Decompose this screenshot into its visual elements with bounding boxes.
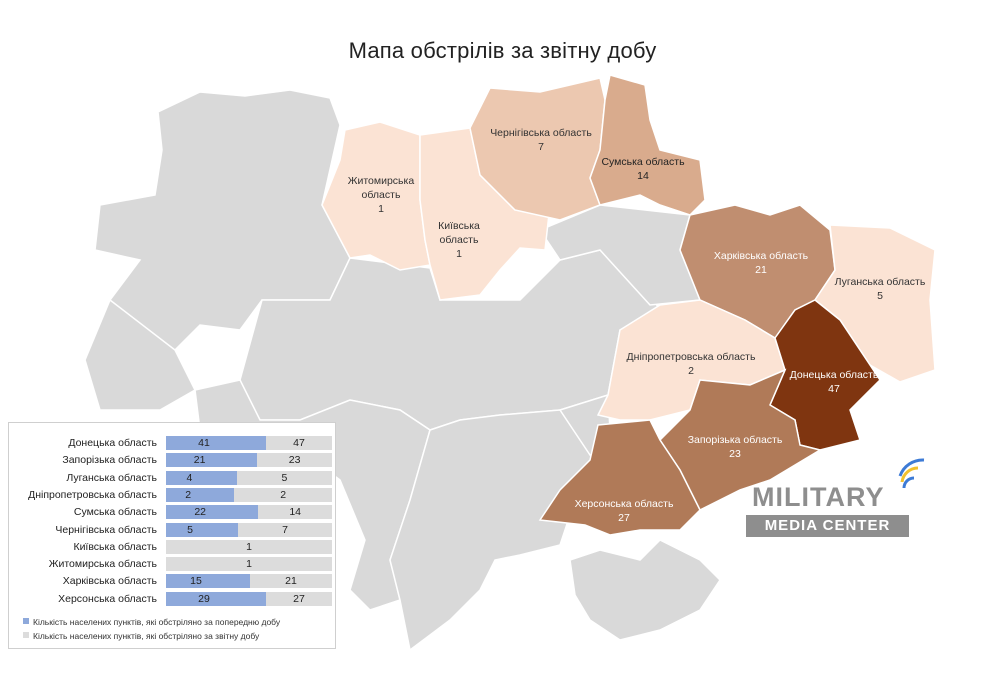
bar-curr-value: 23 [288, 454, 301, 467]
bar-prev [166, 470, 237, 485]
bar-curr [166, 539, 332, 554]
bar-prev [166, 453, 258, 468]
region-label-zaporizhzhia: Запорізька область [688, 434, 783, 446]
highlighted-regions [321, 74, 936, 536]
region-shape-west [94, 89, 351, 361]
region-value-donetsk: 47 [828, 383, 840, 395]
region-kherson [538, 419, 701, 536]
legend-label: Кількість населених пунктів, які обстріл… [33, 631, 260, 641]
region-label-sumy: Сумська область [601, 156, 685, 168]
bar-prev [166, 574, 250, 589]
region-value-zhytomyr: 1 [378, 203, 384, 215]
chart-category-label: Херсонська область [58, 592, 157, 605]
chart-row: Дніпропетровська область 2 2 [9, 487, 335, 503]
region-label-kherson: Херсонська область [575, 498, 674, 510]
bar-prev-value: 41 [198, 437, 210, 449]
chart-category-label: Київська область [73, 540, 157, 553]
region-label-zhytomyr: область [362, 189, 401, 201]
region-value-sumy: 14 [637, 170, 649, 182]
region-value-chernihiv: 7 [538, 141, 544, 153]
signal-waves-icon [898, 458, 925, 489]
bar-prev [166, 591, 266, 606]
bar-prev-value: 22 [194, 506, 207, 519]
region-value-dnipro: 2 [688, 365, 694, 377]
bar-prev-value: 15 [190, 575, 202, 588]
region-shape-crimea [569, 539, 721, 641]
region-value-kharkiv: 21 [755, 264, 767, 276]
region-shape-odesa [389, 409, 601, 652]
region-label-donetsk: Донецька область [790, 369, 879, 381]
chart-row: Луганська область 4 5 [9, 470, 335, 486]
region-sumy [589, 74, 706, 216]
bar-curr-value: 47 [293, 437, 305, 449]
legend-entry: Кількість населених пунктів, які обстріл… [23, 617, 280, 627]
region-label-zhytomyr: Житомирська [348, 175, 415, 187]
bar-curr-value: 27 [293, 592, 305, 605]
region-label-dnipro: Дніпропетровська область [627, 351, 756, 363]
bar-curr-value: 1 [246, 558, 252, 571]
chart-category-label: Запорізька область [62, 454, 157, 467]
chart-category-label: Чернігівська область [55, 523, 157, 536]
bar-prev-value: 21 [193, 454, 206, 467]
region-value-kherson: 27 [618, 512, 630, 524]
bar-curr-value: 7 [282, 523, 288, 536]
chart-category-label: Луганська область [66, 471, 157, 484]
region-label-luhansk: Луганська область [835, 276, 926, 288]
bar-chart-panel: Донецька область 41 47 Запорізька область 21… [8, 422, 336, 649]
legend-swatch [23, 632, 29, 638]
bar-curr-value: 1 [246, 540, 252, 553]
region-label-kyiv: Київська [438, 220, 480, 232]
region-zhytomyr [321, 121, 431, 271]
bar-prev-value: 4 [186, 471, 193, 484]
bar-curr-value: 14 [289, 506, 302, 519]
chart-category-label: Житомирська область [48, 558, 157, 571]
bar-prev-value: 5 [187, 523, 193, 536]
region-label-chernihiv: Чернігівська область [490, 127, 592, 139]
region-value-luhansk: 5 [877, 290, 883, 302]
background-regions [84, 89, 721, 652]
region-shape-west-2 [84, 298, 196, 411]
chart-row: Житомирська область 1 [9, 556, 335, 572]
chart-row: Сумська область 22 14 [9, 504, 335, 520]
logo-media-center: MEDIA CENTER [746, 515, 909, 537]
legend-swatch [23, 618, 29, 624]
bar-prev-value: 29 [198, 592, 210, 605]
region-label-kyiv: область [440, 234, 479, 246]
bar-curr-value: 5 [281, 471, 288, 484]
legend-entry: Кількість населених пунктів, які обстріл… [23, 631, 259, 641]
region-value-zaporizhzhia: 23 [729, 448, 741, 460]
chart-category-label: Харківська область [62, 575, 157, 588]
bar-prev [166, 522, 238, 537]
region-labels: Житомирська область 1 Київська область 1 Черні… [348, 127, 926, 524]
chart-row: Донецька область 41 47 [9, 435, 335, 451]
legend-label: Кількість населених пунктів, які обстріл… [33, 617, 281, 627]
bar-curr-value: 21 [285, 575, 297, 588]
chart-row: Харківська область 15 21 [9, 573, 335, 589]
bar-prev-value: 2 [185, 488, 192, 501]
bar-prev [166, 436, 266, 450]
page-title: Мапа обстрілів за звітну добу [348, 38, 657, 63]
military-media-center-logo: MILITARY MEDIA CENTER [746, 458, 936, 540]
chart-category-label: Дніпропетровська область [28, 488, 157, 501]
chart-row: Херсонська область 29 27 [9, 591, 335, 607]
bar-curr-value: 2 [280, 488, 287, 501]
region-luhansk [813, 224, 936, 383]
bar-prev [166, 505, 259, 520]
region-value-kyiv: 1 [456, 248, 462, 260]
region-label-kharkiv: Харківська область [714, 250, 809, 262]
chart-row: Київська область 1 [9, 539, 335, 555]
chart-row: Запорізька область 21 23 [9, 452, 335, 468]
logo-military: MILITARY [752, 482, 885, 512]
chart-row: Чернігівська область 5 7 [9, 522, 335, 538]
bar-prev [166, 487, 235, 502]
bar-curr [166, 557, 332, 572]
chart-category-label: Сумська область [73, 506, 157, 519]
chart-category-label: Донецька область [68, 437, 157, 449]
